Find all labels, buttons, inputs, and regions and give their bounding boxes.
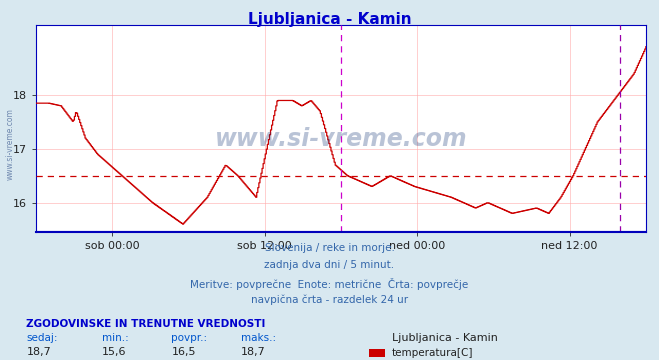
Text: 15,6: 15,6	[102, 347, 127, 357]
Text: Ljubljanica - Kamin: Ljubljanica - Kamin	[248, 12, 411, 27]
Text: 16,5: 16,5	[171, 347, 196, 357]
Text: Meritve: povprečne  Enote: metrične  Črta: povprečje: Meritve: povprečne Enote: metrične Črta:…	[190, 278, 469, 289]
Text: www.si-vreme.com: www.si-vreme.com	[215, 127, 467, 151]
Text: navpična črta - razdelek 24 ur: navpična črta - razdelek 24 ur	[251, 295, 408, 305]
Text: temperatura[C]: temperatura[C]	[392, 348, 474, 359]
Text: www.si-vreme.com: www.si-vreme.com	[5, 108, 14, 180]
Text: Ljubljanica - Kamin: Ljubljanica - Kamin	[392, 333, 498, 343]
Text: min.:: min.:	[102, 333, 129, 343]
Text: zadnja dva dni / 5 minut.: zadnja dva dni / 5 minut.	[264, 260, 395, 270]
Text: maks.:: maks.:	[241, 333, 275, 343]
Text: 18,7: 18,7	[241, 347, 266, 357]
Text: sedaj:: sedaj:	[26, 333, 58, 343]
Text: povpr.:: povpr.:	[171, 333, 208, 343]
Text: Slovenija / reke in morje.: Slovenija / reke in morje.	[264, 243, 395, 253]
Text: ZGODOVINSKE IN TRENUTNE VREDNOSTI: ZGODOVINSKE IN TRENUTNE VREDNOSTI	[26, 319, 266, 329]
Text: 18,7: 18,7	[26, 347, 51, 357]
